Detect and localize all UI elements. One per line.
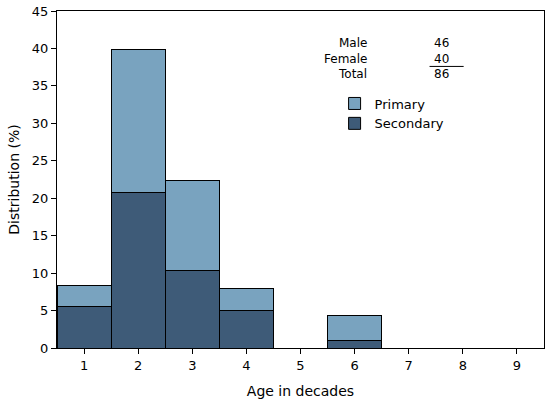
svg-text:40: 40 bbox=[434, 52, 449, 66]
svg-text:45: 45 bbox=[32, 4, 49, 19]
svg-text:86: 86 bbox=[434, 67, 449, 81]
svg-text:1: 1 bbox=[80, 358, 88, 373]
svg-text:Distribution (%): Distribution (%) bbox=[6, 124, 22, 234]
svg-text:3: 3 bbox=[188, 358, 196, 373]
svg-text:5: 5 bbox=[296, 358, 304, 373]
svg-text:46: 46 bbox=[434, 36, 449, 50]
svg-text:8: 8 bbox=[459, 358, 467, 373]
svg-text:0: 0 bbox=[40, 341, 48, 356]
svg-text:10: 10 bbox=[32, 266, 49, 281]
svg-text:5: 5 bbox=[40, 303, 48, 318]
svg-text:35: 35 bbox=[32, 78, 49, 93]
svg-text:Secondary: Secondary bbox=[375, 116, 444, 131]
svg-text:Male: Male bbox=[339, 36, 367, 50]
svg-text:2: 2 bbox=[134, 358, 142, 373]
svg-text:6: 6 bbox=[350, 358, 358, 373]
svg-text:30: 30 bbox=[32, 116, 49, 131]
svg-text:Female: Female bbox=[324, 52, 367, 66]
svg-text:25: 25 bbox=[32, 153, 49, 168]
svg-text:Age in decades: Age in decades bbox=[247, 383, 354, 399]
svg-text:20: 20 bbox=[32, 191, 49, 206]
svg-text:15: 15 bbox=[32, 228, 49, 243]
svg-text:7: 7 bbox=[405, 358, 413, 373]
svg-text:Primary: Primary bbox=[375, 97, 426, 112]
svg-text:9: 9 bbox=[513, 358, 521, 373]
svg-text:40: 40 bbox=[32, 41, 49, 56]
svg-text:4: 4 bbox=[242, 358, 250, 373]
svg-text:Total: Total bbox=[338, 67, 367, 81]
